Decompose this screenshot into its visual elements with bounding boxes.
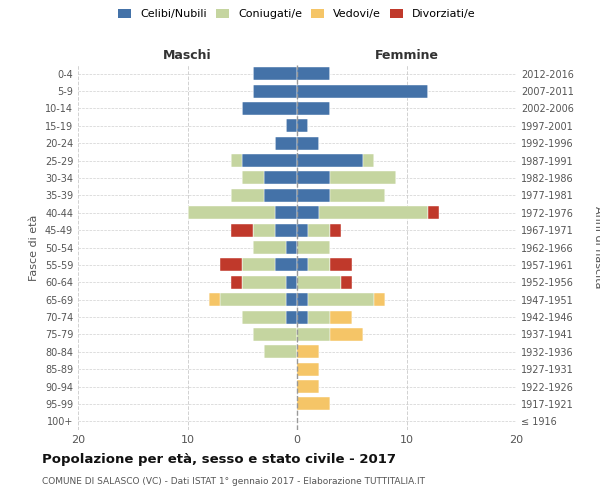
Text: Popolazione per età, sesso e stato civile - 2017: Popolazione per età, sesso e stato civil… (42, 452, 396, 466)
Bar (264, 172, 297, 184)
Bar (319, 206, 428, 220)
Bar (286, 120, 297, 132)
Bar (253, 84, 297, 98)
Bar (242, 154, 297, 167)
Text: Maschi: Maschi (163, 48, 212, 62)
Bar (297, 362, 319, 376)
Bar (242, 172, 264, 184)
Bar (275, 136, 297, 149)
Bar (232, 189, 264, 202)
Bar (242, 102, 297, 115)
Bar (275, 258, 297, 272)
Bar (297, 346, 319, 358)
Bar (297, 276, 341, 289)
Bar (187, 206, 275, 220)
Y-axis label: Fasce di età: Fasce di età (29, 214, 39, 280)
Bar (297, 84, 428, 98)
Bar (330, 172, 395, 184)
Bar (297, 172, 330, 184)
Bar (297, 206, 319, 220)
Bar (297, 293, 308, 306)
Bar (253, 328, 297, 341)
Bar (232, 224, 253, 236)
Bar (297, 67, 330, 80)
Bar (330, 258, 352, 272)
Bar (308, 293, 374, 306)
Bar (297, 328, 330, 341)
Bar (297, 258, 308, 272)
Bar (264, 189, 297, 202)
Bar (330, 189, 385, 202)
Bar (341, 276, 352, 289)
Bar (232, 276, 242, 289)
Bar (253, 224, 275, 236)
Bar (297, 380, 319, 393)
Bar (286, 276, 297, 289)
Bar (297, 224, 308, 236)
Bar (308, 310, 330, 324)
Bar (253, 67, 297, 80)
Bar (242, 276, 286, 289)
Bar (275, 206, 297, 220)
Bar (297, 189, 330, 202)
Bar (330, 224, 341, 236)
Bar (264, 346, 297, 358)
Bar (286, 310, 297, 324)
Bar (209, 293, 220, 306)
Bar (220, 293, 286, 306)
Bar (275, 224, 297, 236)
Bar (308, 258, 330, 272)
Bar (297, 241, 330, 254)
Bar (297, 120, 308, 132)
Bar (308, 224, 330, 236)
Bar (242, 258, 275, 272)
Bar (297, 102, 330, 115)
Bar (297, 154, 362, 167)
Bar (220, 258, 242, 272)
Bar (232, 154, 242, 167)
Bar (362, 154, 374, 167)
Text: Femmine: Femmine (374, 48, 439, 62)
Bar (253, 241, 286, 254)
Bar (286, 293, 297, 306)
Bar (286, 241, 297, 254)
Bar (330, 310, 352, 324)
Bar (297, 136, 319, 149)
Bar (330, 328, 363, 341)
Bar (297, 398, 330, 410)
Legend: Celibi/Nubili, Coniugati/e, Vedovi/e, Divorziati/e: Celibi/Nubili, Coniugati/e, Vedovi/e, Di… (118, 8, 476, 20)
Bar (374, 293, 385, 306)
Text: COMUNE DI SALASCO (VC) - Dati ISTAT 1° gennaio 2017 - Elaborazione TUTTITALIA.IT: COMUNE DI SALASCO (VC) - Dati ISTAT 1° g… (42, 478, 425, 486)
Bar (428, 206, 439, 220)
Bar (242, 310, 286, 324)
Y-axis label: Anni di nascita: Anni di nascita (593, 206, 600, 289)
Bar (297, 310, 308, 324)
